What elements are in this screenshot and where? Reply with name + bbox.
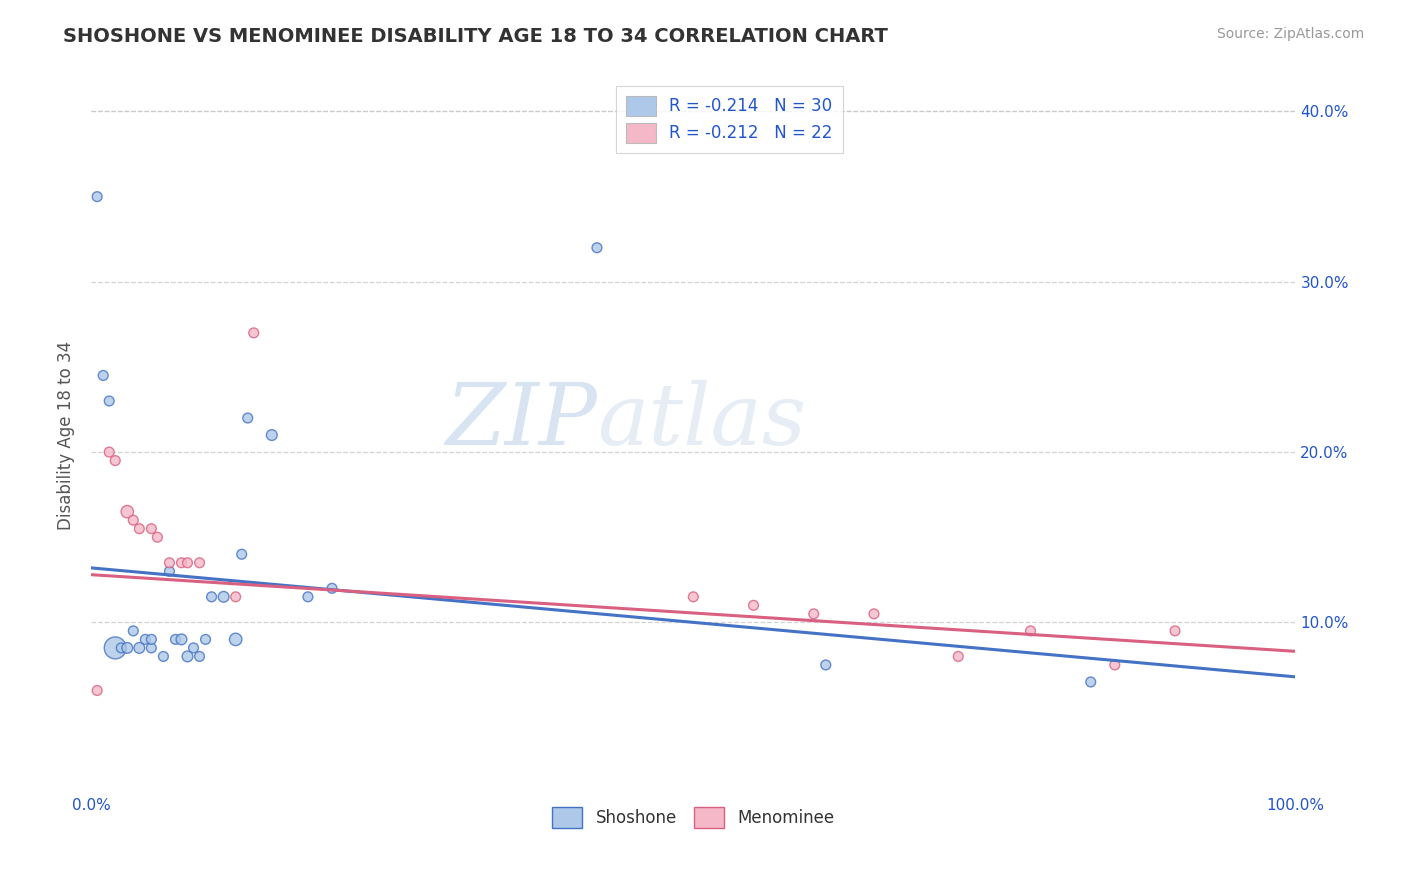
Point: [146, 530, 169, 544]
Point: [104, 453, 127, 467]
Point: [188, 556, 211, 570]
Point: [128, 522, 150, 536]
Point: [104, 640, 127, 655]
Point: [117, 640, 139, 655]
Point: [225, 632, 247, 647]
Point: [165, 632, 187, 647]
Point: [122, 624, 145, 638]
Text: ZIP: ZIP: [446, 379, 598, 462]
Point: [586, 241, 609, 255]
Point: [742, 599, 765, 613]
Point: [141, 632, 163, 647]
Point: [321, 582, 343, 596]
Point: [1080, 675, 1102, 690]
Text: Source: ZipAtlas.com: Source: ZipAtlas.com: [1216, 27, 1364, 41]
Point: [176, 649, 198, 664]
Point: [159, 556, 181, 570]
Point: [152, 649, 174, 664]
Point: [212, 590, 235, 604]
Point: [98, 394, 121, 409]
Point: [86, 683, 108, 698]
Point: [1019, 624, 1042, 638]
Point: [863, 607, 886, 621]
Text: atlas: atlas: [598, 379, 806, 462]
Point: [141, 640, 163, 655]
Point: [91, 368, 114, 383]
Point: [141, 522, 163, 536]
Point: [170, 556, 193, 570]
Point: [260, 428, 283, 442]
Point: [188, 649, 211, 664]
Legend: Shoshone, Menominee: Shoshone, Menominee: [546, 801, 841, 834]
Point: [682, 590, 704, 604]
Point: [200, 590, 222, 604]
Text: SHOSHONE VS MENOMINEE DISABILITY AGE 18 TO 34 CORRELATION CHART: SHOSHONE VS MENOMINEE DISABILITY AGE 18 …: [63, 27, 889, 45]
Point: [86, 189, 108, 203]
Point: [231, 547, 253, 561]
Point: [194, 632, 217, 647]
Point: [225, 590, 247, 604]
Point: [159, 564, 181, 578]
Point: [128, 640, 150, 655]
Point: [297, 590, 319, 604]
Point: [183, 640, 205, 655]
Point: [170, 632, 193, 647]
Point: [98, 445, 121, 459]
Point: [176, 556, 198, 570]
Point: [110, 640, 132, 655]
Point: [242, 326, 264, 340]
Point: [1104, 657, 1126, 672]
Point: [117, 505, 139, 519]
Y-axis label: Disability Age 18 to 34: Disability Age 18 to 34: [58, 341, 75, 530]
Point: [1164, 624, 1187, 638]
Point: [948, 649, 970, 664]
Point: [814, 657, 837, 672]
Point: [122, 513, 145, 527]
Point: [803, 607, 825, 621]
Point: [236, 411, 259, 425]
Point: [134, 632, 156, 647]
